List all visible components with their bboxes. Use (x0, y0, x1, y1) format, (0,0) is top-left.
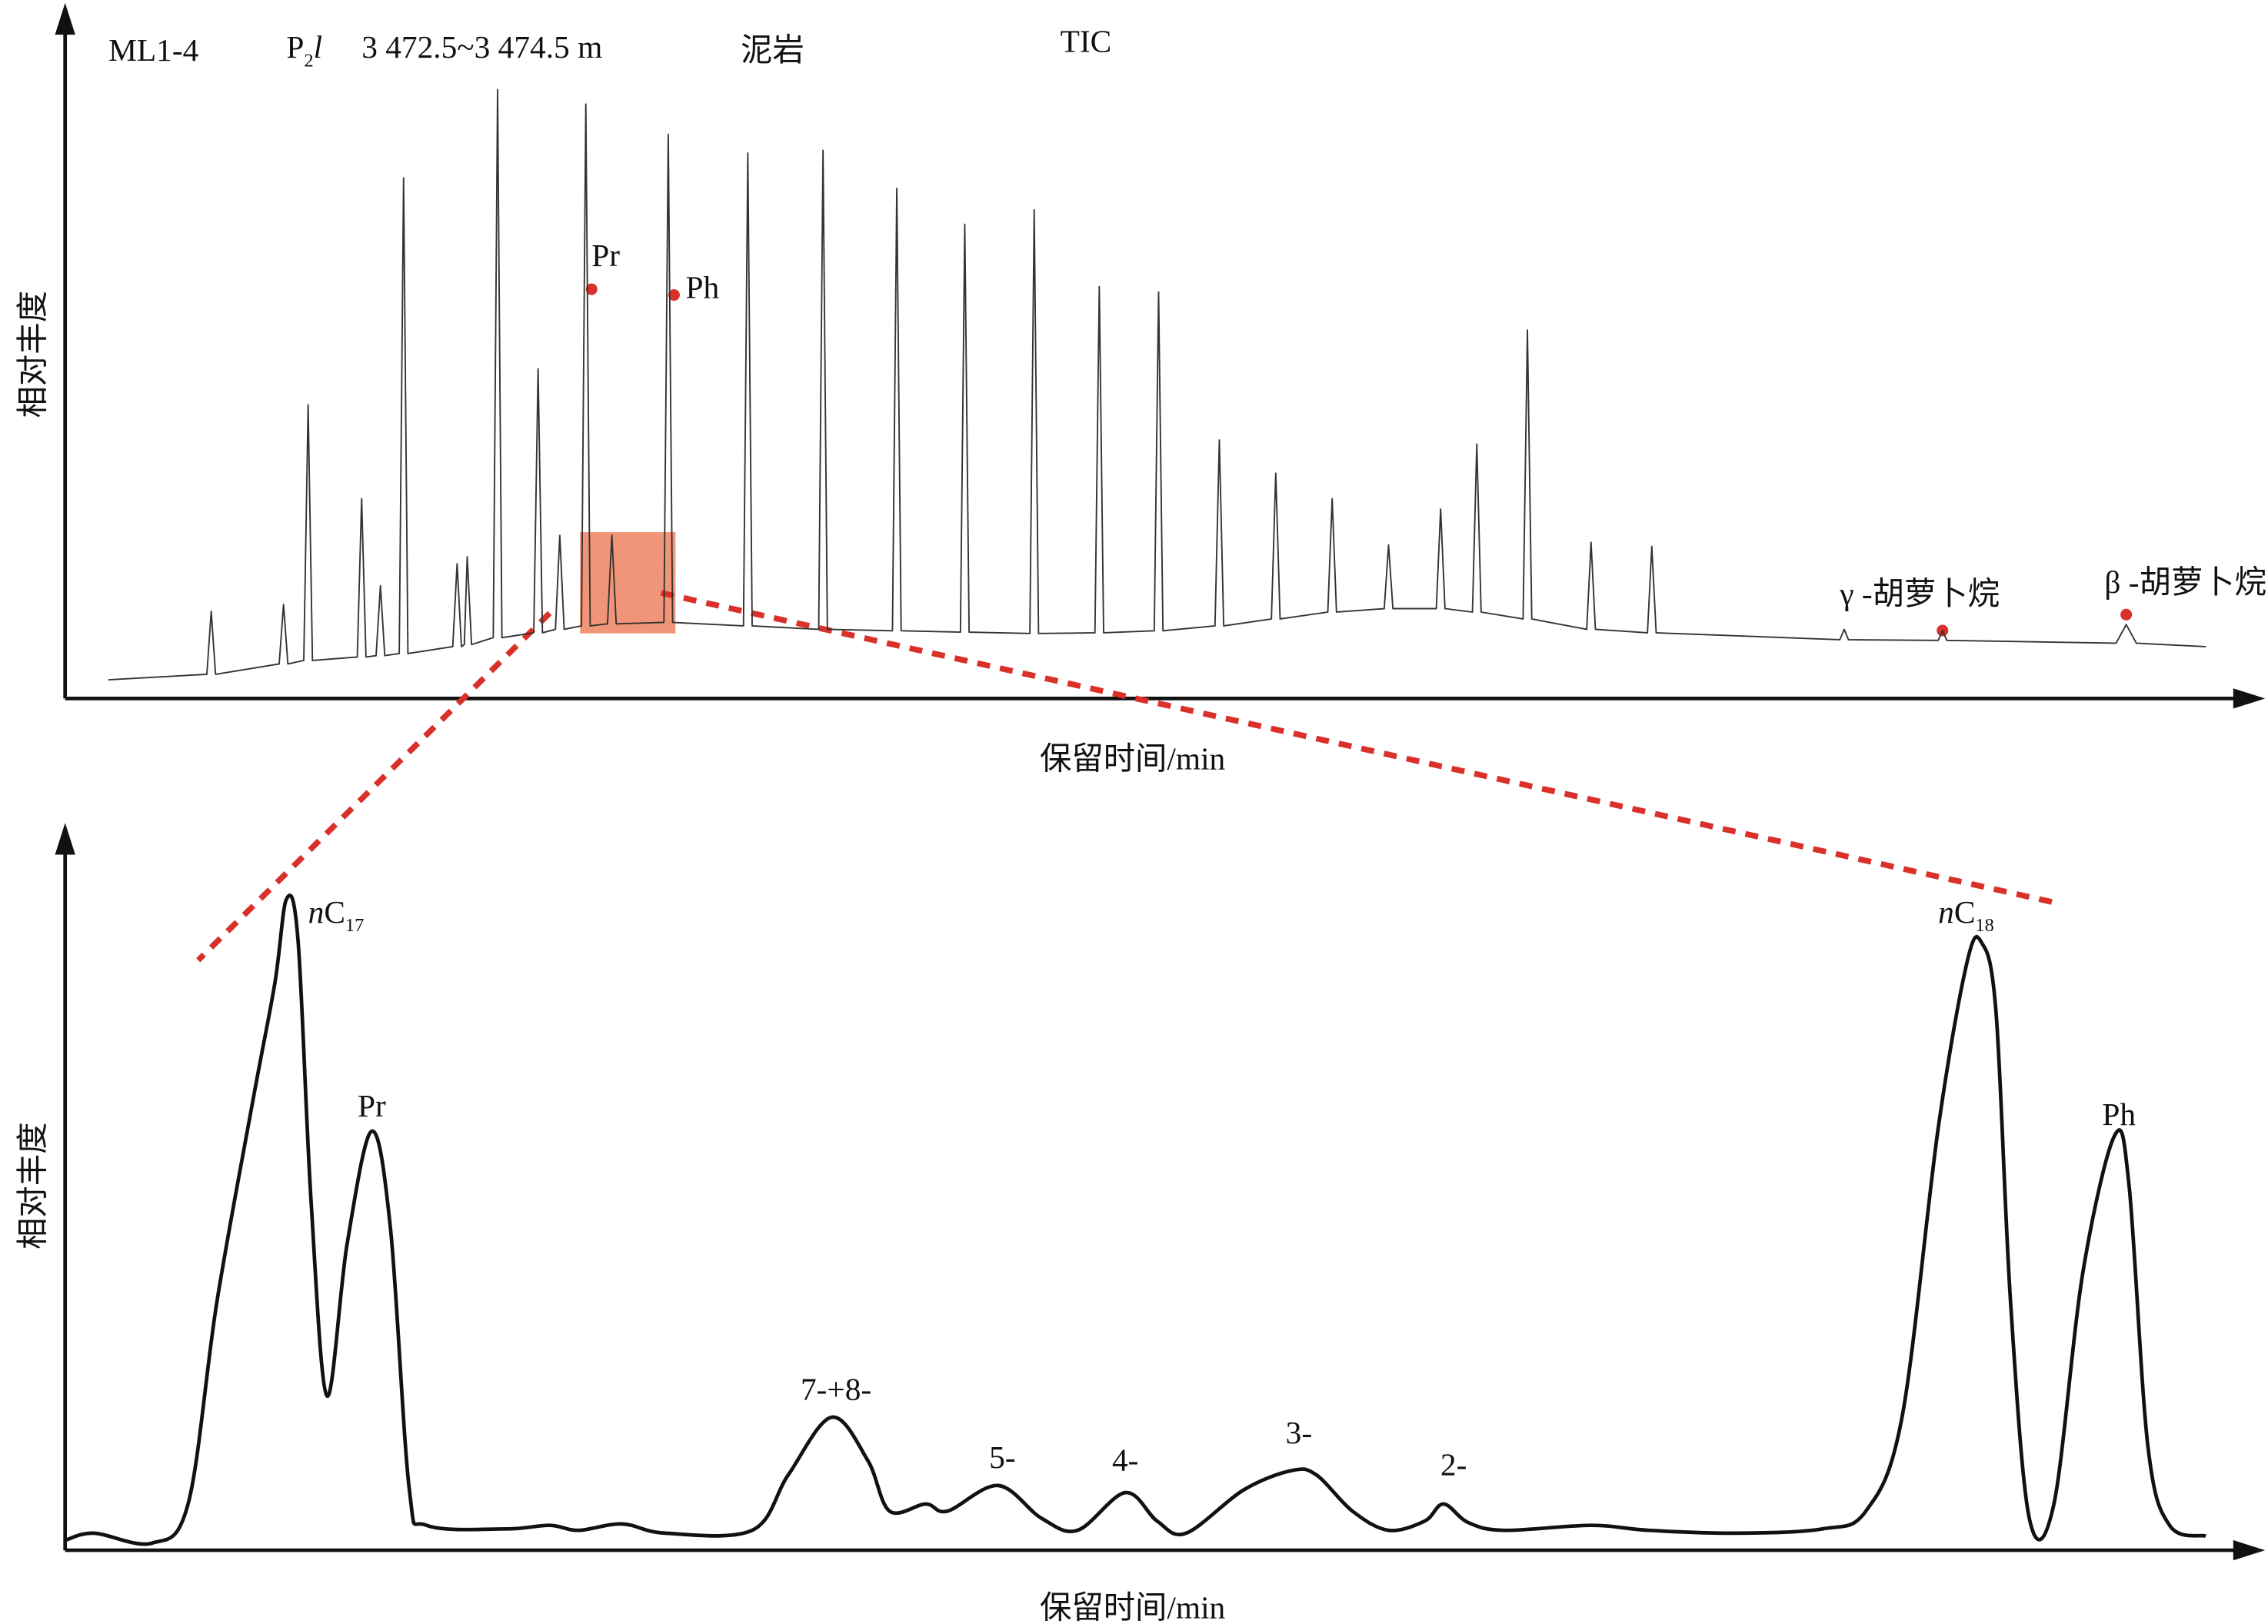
peak-label: nC17 (308, 894, 365, 936)
formation-sub: 2 (304, 51, 313, 72)
peak-label: γ -胡萝卜烷 (1839, 576, 2000, 611)
y-axis-title: 相对丰度 (15, 291, 50, 418)
chromatogram-line (64, 894, 2206, 1546)
label-text: 2- (1440, 1446, 1467, 1482)
axis-arrow (55, 2, 75, 35)
label-text: γ -胡萝卜烷 (1839, 576, 2000, 611)
axis-arrow (55, 823, 75, 855)
marker-dot (668, 289, 680, 301)
axis-arrow (2233, 1539, 2266, 1561)
chromatogram-line (108, 88, 2206, 681)
formation-italic: l (314, 29, 323, 65)
label-text: 7-+8- (801, 1371, 871, 1406)
zoom-region (580, 532, 676, 634)
peak-label: Ph (685, 269, 719, 304)
marker-dot (2120, 608, 2133, 621)
sample-label: ML1-4 (108, 32, 198, 68)
label-text: 3- (1286, 1415, 1312, 1450)
y-axis-title: 相对丰度 (15, 1122, 50, 1249)
marker-dot (585, 283, 598, 295)
zoom-guide (196, 611, 552, 963)
peak-label: 7-+8- (801, 1371, 871, 1406)
lithology-label: 泥岩 (741, 32, 804, 68)
label-prefix: n (308, 894, 325, 930)
peak-label: 3- (1286, 1415, 1312, 1450)
label-text: Ph (685, 269, 719, 304)
label-text: β -胡萝卜烷 (2104, 564, 2266, 600)
label-prefix: n (1938, 894, 1954, 930)
formation-main: P (286, 29, 304, 65)
label-text: Pr (591, 238, 620, 273)
label-text: 5- (989, 1439, 1015, 1475)
label-text: 4- (1112, 1443, 1138, 1478)
chart-title: TIC (1061, 24, 1112, 59)
peak-label: Ph (2102, 1097, 2136, 1132)
peak-label: 5- (989, 1439, 1015, 1475)
peak-label: Pr (358, 1088, 386, 1123)
label-sub: 18 (1975, 915, 1993, 936)
depth-label: 3 472.5~3 474.5 m (361, 29, 602, 65)
peak-label: β -胡萝卜烷 (2104, 564, 2266, 600)
zoom-guide (660, 590, 2055, 906)
label-text: C (324, 894, 345, 930)
x-axis-title: 保留时间/min (1040, 741, 1226, 777)
x-axis-title: 保留时间/min (1040, 1589, 1226, 1624)
peak-label: 2- (1440, 1446, 1467, 1482)
peak-label: 4- (1112, 1443, 1138, 1478)
label-text: C (1954, 894, 1976, 930)
label-text: Ph (2102, 1097, 2136, 1132)
label-text: Pr (358, 1088, 386, 1123)
label-sub: 17 (345, 915, 364, 936)
axis-arrow (2233, 688, 2266, 709)
peak-label: Pr (591, 238, 620, 273)
peak-label: nC18 (1938, 894, 1994, 936)
formation-label: P2l (286, 29, 322, 71)
